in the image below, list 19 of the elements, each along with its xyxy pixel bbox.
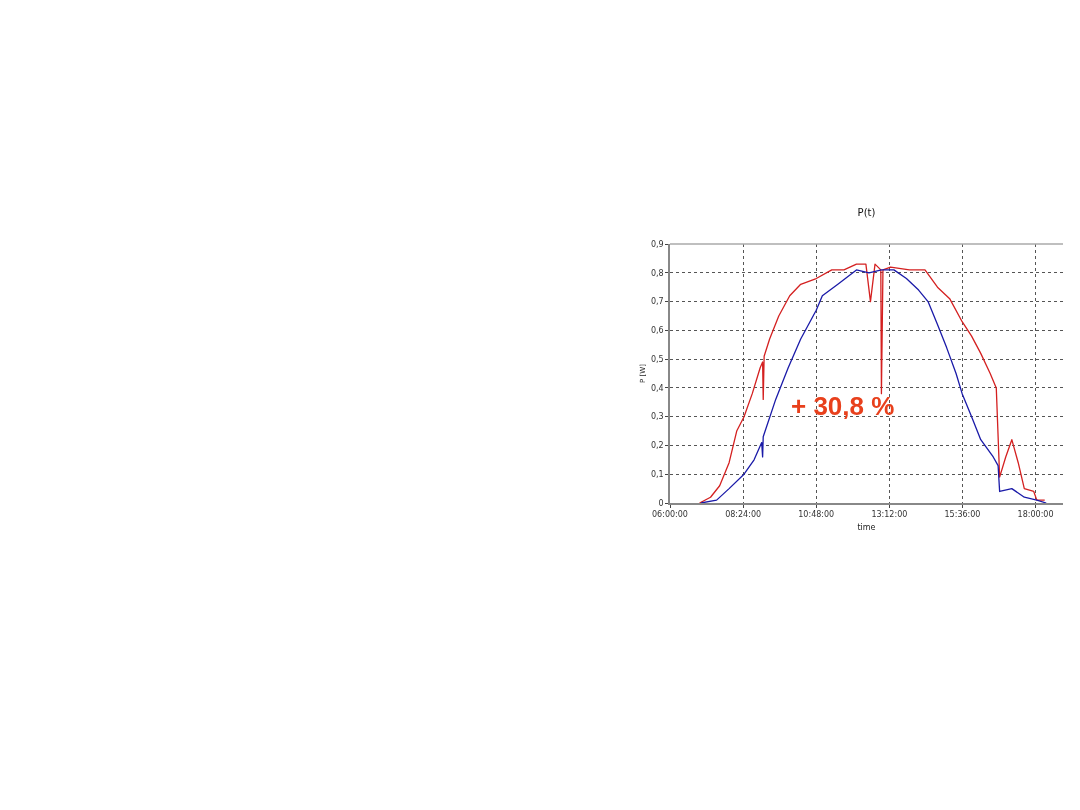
x-axis-title: time xyxy=(857,522,876,532)
y-tick-label: 0,4 xyxy=(650,383,664,393)
x-tick-label: 13:12:00 xyxy=(871,510,908,520)
x-tick-label: 15:36:00 xyxy=(944,510,981,520)
y-tick-label: 0,7 xyxy=(650,297,664,307)
y-tick-label: 0,2 xyxy=(650,441,664,451)
annotation: + 30,8 % xyxy=(791,391,895,421)
chart-title: P(t) xyxy=(857,206,876,218)
y-tick-label: 0,1 xyxy=(650,470,664,480)
y-tick-label: 0,8 xyxy=(650,268,664,278)
y-tick-label: 0,3 xyxy=(650,412,664,422)
y-tick-label: 0,5 xyxy=(650,354,664,364)
x-tick-label: 06:00:00 xyxy=(652,510,688,520)
y-tick-label: 0 xyxy=(658,498,664,508)
y-tick-label: 0,6 xyxy=(650,326,664,336)
y-tick-label: 0,9 xyxy=(650,239,664,249)
x-tick-label: 18:00:00 xyxy=(1017,510,1054,520)
x-tick-label: 10:48:00 xyxy=(798,510,835,520)
x-tick-label: 08:24:00 xyxy=(725,510,762,520)
